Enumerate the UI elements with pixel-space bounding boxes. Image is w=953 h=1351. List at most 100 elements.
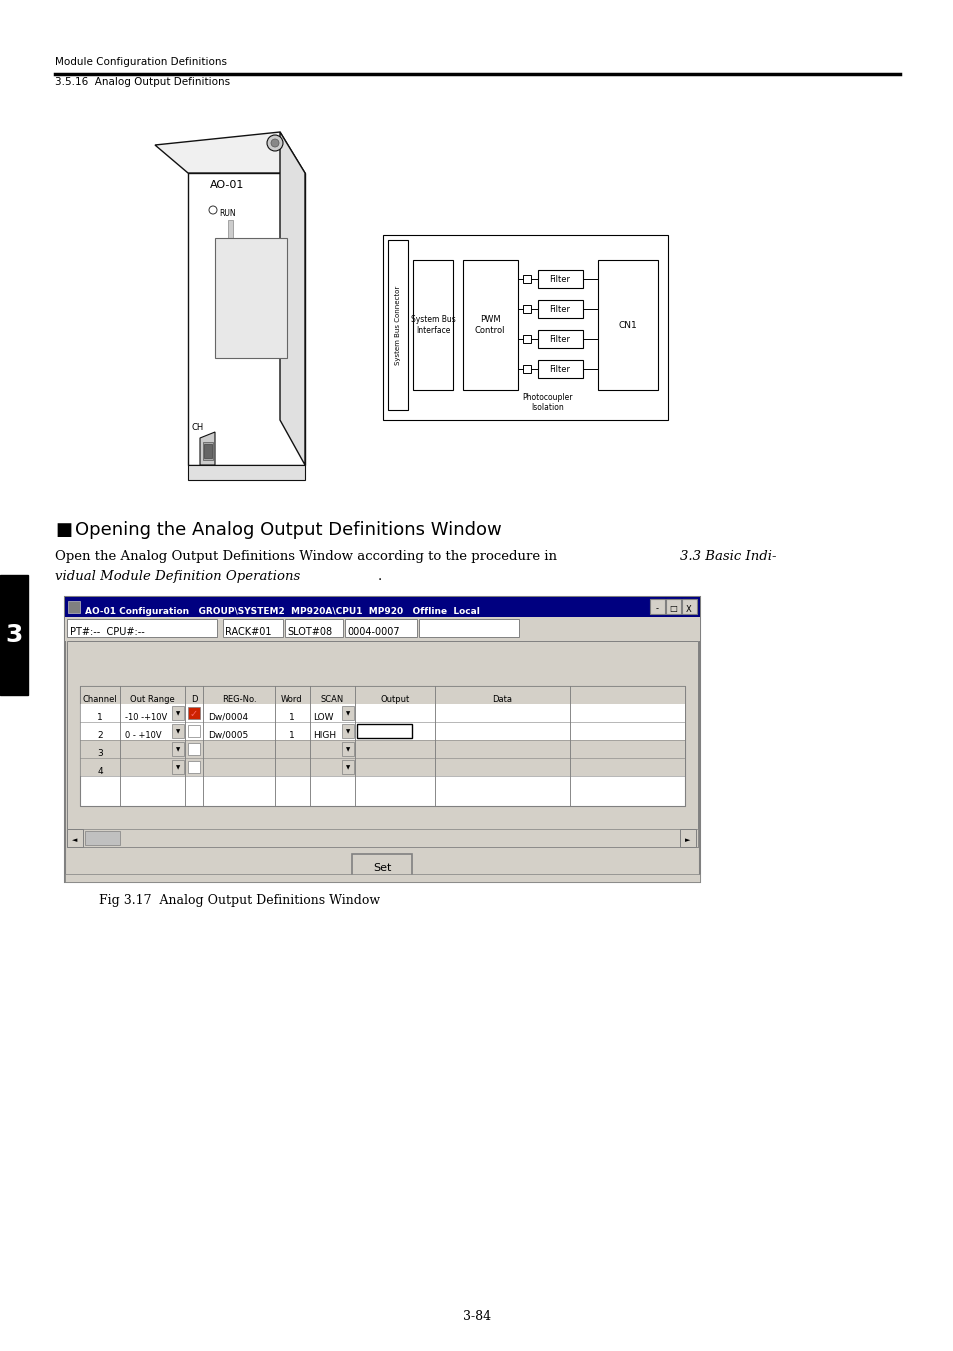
Bar (203, 442, 213, 459)
Polygon shape (200, 432, 214, 465)
Text: Channel: Channel (83, 694, 117, 704)
Text: 2: 2 (97, 731, 103, 739)
Text: vidual Module Definition Operations: vidual Module Definition Operations (55, 570, 300, 584)
Polygon shape (188, 465, 305, 480)
Bar (341, 761, 354, 774)
Text: SCAN: SCAN (320, 694, 343, 704)
Text: Photocoupler
Isolation: Photocoupler Isolation (522, 393, 573, 412)
Bar (223, 619, 283, 638)
Bar (0, 576, 28, 694)
Bar (537, 270, 582, 288)
Polygon shape (188, 173, 305, 465)
Text: Open the Analog Output Definitions Window according to the procedure in: Open the Analog Output Definitions Windo… (55, 550, 565, 563)
Text: PWM
Control: PWM Control (475, 315, 505, 335)
Text: AO-01 Configuration   GROUP\SYSTEM2  MP920A\CPU1  MP920   Offline  Local: AO-01 Configuration GROUP\SYSTEM2 MP920A… (85, 607, 479, 616)
Text: ▼: ▼ (346, 730, 350, 735)
Bar (188, 725, 200, 738)
Bar (679, 830, 696, 847)
Text: ▼: ▼ (175, 712, 180, 716)
Text: ◄: ◄ (72, 838, 77, 843)
Text: 0004-0007: 0004-0007 (347, 627, 399, 638)
Text: Module Configuration Definitions: Module Configuration Definitions (55, 57, 227, 68)
Bar (172, 761, 184, 774)
Text: Filter: Filter (549, 274, 570, 284)
Text: 1: 1 (289, 712, 294, 721)
Text: ▼: ▼ (175, 766, 180, 770)
Bar (522, 305, 531, 313)
Text: Output: Output (380, 694, 409, 704)
Bar (67, 619, 216, 638)
Bar (537, 330, 582, 349)
Text: PT#:--  CPU#:--: PT#:-- CPU#:-- (70, 627, 145, 638)
Text: ■: ■ (55, 521, 71, 539)
Text: Dw/0004: Dw/0004 (208, 712, 248, 721)
Text: RUN: RUN (219, 209, 235, 219)
Polygon shape (154, 132, 305, 173)
Text: AO-01: AO-01 (210, 180, 244, 190)
Bar (341, 724, 354, 738)
Bar (67, 830, 698, 847)
Text: 0 - +10V: 0 - +10V (125, 731, 161, 739)
Text: .: . (377, 570, 382, 584)
Text: Filter: Filter (549, 304, 570, 313)
Text: RACK#01: RACK#01 (225, 627, 272, 638)
Bar (285, 619, 343, 638)
Text: ▼: ▼ (175, 747, 180, 753)
Text: Out Range: Out Range (130, 694, 174, 704)
Bar (681, 598, 697, 613)
Text: ▼: ▼ (175, 730, 180, 735)
Text: 4: 4 (97, 766, 103, 775)
Text: ▼: ▼ (346, 766, 350, 770)
Text: Set: Set (373, 863, 391, 873)
Bar (188, 707, 200, 719)
Bar (413, 259, 453, 390)
Text: LOW: LOW (313, 712, 334, 721)
Text: Fig 3.17  Analog Output Definitions Window: Fig 3.17 Analog Output Definitions Windo… (99, 894, 380, 907)
Text: SLOT#08: SLOT#08 (287, 627, 332, 638)
Bar (80, 686, 684, 807)
Bar (80, 721, 684, 740)
Bar (356, 724, 412, 738)
Bar (67, 830, 83, 847)
Text: HIGH: HIGH (313, 731, 335, 739)
Text: 3-84: 3-84 (462, 1310, 491, 1323)
Bar (418, 619, 518, 638)
Bar (172, 742, 184, 757)
Bar (214, 238, 287, 358)
Bar (85, 831, 120, 844)
Text: Filter: Filter (549, 365, 570, 373)
Polygon shape (280, 132, 305, 465)
Bar (67, 640, 698, 847)
Bar (341, 707, 354, 720)
Text: D: D (191, 694, 197, 704)
Text: REG-No.: REG-No. (221, 694, 256, 704)
Bar (65, 617, 700, 640)
Text: ►: ► (684, 838, 690, 843)
Text: System Bus Connector: System Bus Connector (395, 285, 400, 365)
Text: Opening the Analog Output Definitions Window: Opening the Analog Output Definitions Wi… (75, 521, 501, 539)
Bar (345, 619, 416, 638)
Bar (382, 235, 667, 420)
Bar (80, 740, 684, 758)
Text: Filter: Filter (549, 335, 570, 343)
Circle shape (271, 139, 278, 147)
Text: Word: Word (281, 694, 302, 704)
Text: ✓: ✓ (190, 709, 198, 719)
Text: ▼: ▼ (346, 747, 350, 753)
Text: ▼: ▼ (346, 712, 350, 716)
Text: 3: 3 (6, 623, 23, 647)
Bar (537, 300, 582, 317)
Bar (65, 597, 700, 882)
Bar (188, 743, 200, 755)
Text: System Bus
Interface: System Bus Interface (410, 315, 455, 335)
Circle shape (267, 135, 283, 151)
Bar (65, 597, 700, 617)
Bar (80, 686, 684, 704)
Text: CH: CH (192, 423, 204, 432)
Text: CN1: CN1 (618, 320, 637, 330)
Bar (341, 742, 354, 757)
Bar (462, 259, 517, 390)
Bar (204, 444, 212, 458)
Text: 1: 1 (97, 712, 103, 721)
Bar (649, 598, 664, 613)
